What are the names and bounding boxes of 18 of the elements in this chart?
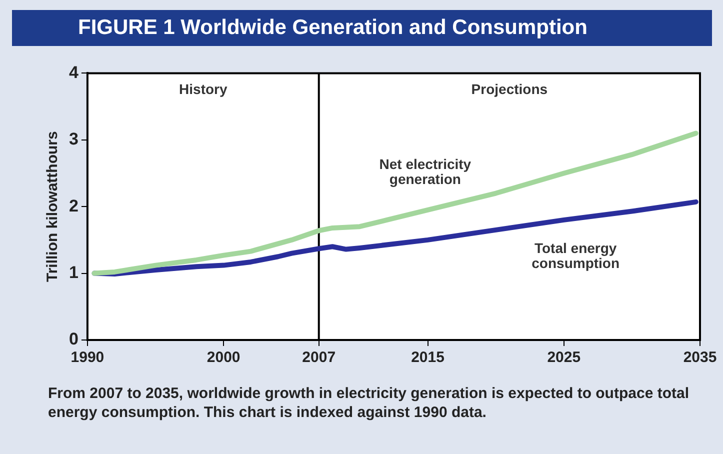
- x-tick-label: 2025: [547, 349, 581, 366]
- y-tick-label: 3: [68, 130, 78, 149]
- y-tick-label: 4: [68, 62, 79, 82]
- series-label: Net electricity generation: [379, 156, 472, 187]
- y-tick-label: 2: [68, 196, 78, 216]
- band-label: History: [179, 81, 228, 98]
- chart-title: FIGURE 1 Worldwide Generation and Consumption: [12, 10, 712, 46]
- x-tick-label: 2035: [683, 349, 717, 366]
- x-tick-label: 1990: [70, 349, 104, 366]
- y-tick-label: 0: [68, 330, 78, 349]
- band-label: Projections: [471, 81, 548, 98]
- x-tick-label: 2015: [411, 349, 444, 366]
- y-axis-title: Trillion kilowatthours: [44, 131, 62, 282]
- x-tick-label: 2007: [302, 349, 336, 366]
- y-tick-label: 1: [68, 262, 78, 282]
- text: From 2007 to 2035, worldwide growth in electricity generation is expected to outpace total energy consumption. This chart is indexed against 1990 data.: [48, 384, 690, 422]
- x-tick-label: 2000: [206, 349, 240, 366]
- series-label: Total energy consumption: [532, 240, 620, 271]
